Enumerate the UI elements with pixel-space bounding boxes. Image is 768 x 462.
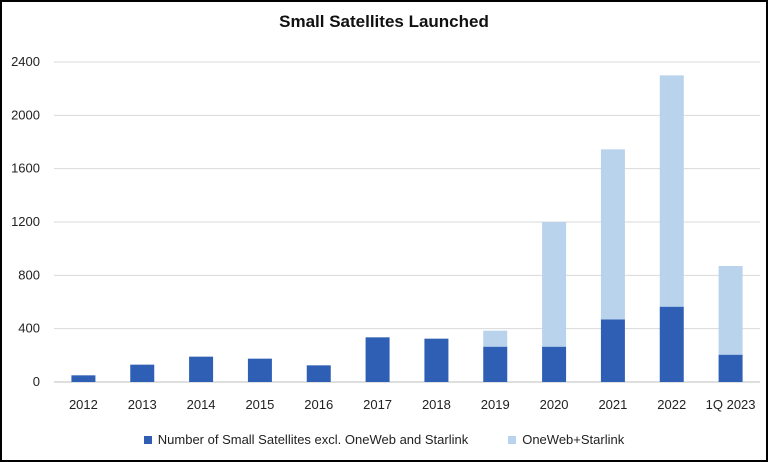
- y-tick-label: 2400: [11, 54, 40, 69]
- x-tick-label: 2016: [304, 397, 333, 412]
- x-tick-label: 1Q 2023: [706, 397, 756, 412]
- bar-oneweb-starlink: [718, 266, 743, 355]
- x-tick-label: 2015: [245, 397, 274, 412]
- legend-item-excl: Number of Small Satellites excl. OneWeb …: [143, 432, 469, 447]
- bar-excl-oneweb-starlink: [542, 346, 567, 382]
- y-tick-label: 1600: [11, 161, 40, 176]
- x-tick-label: 2012: [69, 397, 98, 412]
- bar-excl-oneweb-starlink: [483, 346, 508, 382]
- bar-excl-oneweb-starlink: [306, 365, 331, 382]
- x-tick-label: 2013: [128, 397, 157, 412]
- y-tick-label: 2000: [11, 107, 40, 122]
- bar-oneweb-starlink: [600, 149, 625, 320]
- x-tick-label: 2017: [363, 397, 392, 412]
- legend-label-excl: Number of Small Satellites excl. OneWeb …: [157, 432, 469, 447]
- y-tick-label: 400: [18, 321, 40, 336]
- bar-excl-oneweb-starlink: [600, 319, 625, 382]
- x-tick-label: 2018: [422, 397, 451, 412]
- x-tick-label: 2019: [481, 397, 510, 412]
- bar-oneweb-starlink: [542, 222, 567, 347]
- bar-oneweb-starlink: [659, 75, 684, 307]
- legend-item-oneweb-starlink: OneWeb+Starlink: [508, 432, 624, 447]
- bar-excl-oneweb-starlink: [659, 306, 684, 382]
- bar-excl-oneweb-starlink: [189, 356, 214, 382]
- bar-excl-oneweb-starlink: [424, 338, 449, 382]
- y-tick-label: 0: [33, 374, 40, 389]
- bar-excl-oneweb-starlink: [71, 375, 96, 382]
- legend-label-oneweb-starlink: OneWeb+Starlink: [522, 432, 625, 447]
- y-tick-label: 1200: [11, 214, 40, 229]
- x-tick-label: 2021: [598, 397, 627, 412]
- chart-legend: Number of Small Satellites excl. OneWeb …: [2, 432, 766, 447]
- bar-excl-oneweb-starlink: [130, 364, 155, 382]
- y-tick-label: 800: [18, 267, 40, 282]
- legend-swatch-excl: [143, 435, 152, 444]
- legend-swatch-oneweb-starlink: [508, 435, 517, 444]
- bar-oneweb-starlink: [483, 330, 508, 347]
- x-tick-label: 2020: [540, 397, 569, 412]
- bar-excl-oneweb-starlink: [247, 358, 272, 382]
- chart-title: Small Satellites Launched: [279, 12, 489, 31]
- bar-excl-oneweb-starlink: [718, 354, 743, 382]
- bar-excl-oneweb-starlink: [365, 337, 390, 382]
- x-tick-label: 2022: [657, 397, 686, 412]
- x-tick-label: 2014: [187, 397, 216, 412]
